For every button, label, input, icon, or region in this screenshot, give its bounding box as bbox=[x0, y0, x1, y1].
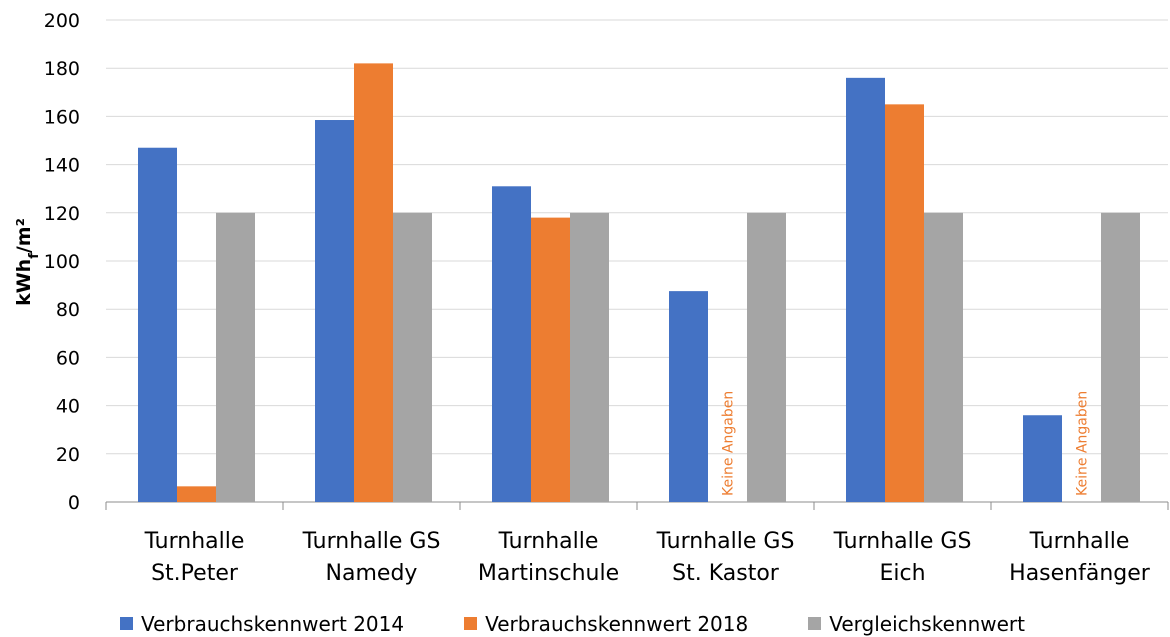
bar-2014 bbox=[492, 186, 531, 503]
y-tick-label: 120 bbox=[44, 203, 80, 225]
legend-swatch-vergleich bbox=[808, 617, 822, 630]
y-tick-label: 140 bbox=[44, 155, 80, 177]
bar-2018 bbox=[177, 486, 216, 502]
gridlines bbox=[105, 19, 1169, 510]
x-category-label: Turnhalle GS bbox=[302, 529, 441, 554]
bar-2014 bbox=[669, 291, 708, 502]
y-tick-label: 80 bbox=[56, 299, 80, 321]
bar-vergleich bbox=[570, 212, 609, 503]
no-data-label: Keine Angaben bbox=[721, 391, 737, 496]
y-tick-label: 200 bbox=[44, 10, 80, 32]
x-category-label: St.Peter bbox=[151, 561, 239, 586]
bar-2014 bbox=[315, 120, 354, 502]
x-category-label: Martinschule bbox=[478, 561, 619, 586]
legend-label-2014: Verbrauchskennwert 2014 bbox=[141, 611, 405, 636]
no-data-label: Keine Angaben bbox=[1075, 391, 1091, 496]
bar-2018 bbox=[531, 217, 570, 502]
legend-label-2018: Verbrauchskennwert 2018 bbox=[485, 611, 749, 636]
bar-vergleich bbox=[924, 212, 963, 503]
y-tick-label: 20 bbox=[56, 444, 80, 466]
x-category-label: Hasenfänger bbox=[1009, 561, 1151, 586]
x-category-label: Eich bbox=[879, 561, 925, 586]
bar-2014 bbox=[1023, 415, 1062, 502]
y-tick-label: 40 bbox=[56, 396, 80, 418]
y-tick-label: 100 bbox=[44, 251, 80, 273]
y-axis-label: kWhf/m² bbox=[13, 218, 42, 306]
y-axis-ticks: 0 20 40 60 80 100 120 140 160 180 200 bbox=[44, 10, 80, 514]
legend-swatch-2014 bbox=[120, 617, 133, 630]
x-category-label: Turnhalle bbox=[1029, 529, 1130, 554]
y-tick-label: 180 bbox=[44, 58, 80, 80]
bar-2014 bbox=[138, 147, 177, 503]
x-axis-labels: Turnhalle St.Peter Turnhalle GS Namedy Turnh… bbox=[144, 529, 1151, 586]
legend-label-vergleich: Vergleichskennwert bbox=[829, 611, 1025, 636]
y-tick-label: 160 bbox=[44, 106, 80, 128]
bar-vergleich bbox=[1101, 212, 1140, 503]
bar-2018 bbox=[885, 104, 924, 502]
legend: Verbrauchskennwert 2014 Verbrauchskennwe… bbox=[120, 610, 1160, 637]
legend-item-2018: Verbrauchskennwert 2018 bbox=[464, 612, 748, 636]
bar-2014 bbox=[846, 77, 885, 502]
bar-vergleich bbox=[393, 212, 432, 503]
legend-item-2014: Verbrauchskennwert 2014 bbox=[120, 612, 404, 636]
x-category-label: Turnhalle bbox=[498, 529, 599, 554]
bars bbox=[138, 63, 1140, 503]
bar-vergleich bbox=[747, 212, 786, 503]
y-tick-label: 0 bbox=[68, 492, 80, 514]
x-category-label: Turnhalle GS bbox=[656, 529, 795, 554]
legend-swatch-2018 bbox=[464, 617, 478, 630]
bar-vergleich bbox=[216, 212, 255, 503]
y-tick-label: 60 bbox=[56, 347, 80, 369]
x-category-label: St. Kastor bbox=[672, 561, 780, 586]
missing-data-notes: Keine Angaben Keine Angaben bbox=[721, 391, 1091, 496]
bar-2018 bbox=[354, 63, 393, 502]
x-category-label: Turnhalle GS bbox=[833, 529, 972, 554]
x-category-label: Namedy bbox=[326, 561, 418, 586]
legend-item-vergleich: Vergleichskennwert bbox=[808, 612, 1025, 636]
x-category-label: Turnhalle bbox=[144, 529, 245, 554]
